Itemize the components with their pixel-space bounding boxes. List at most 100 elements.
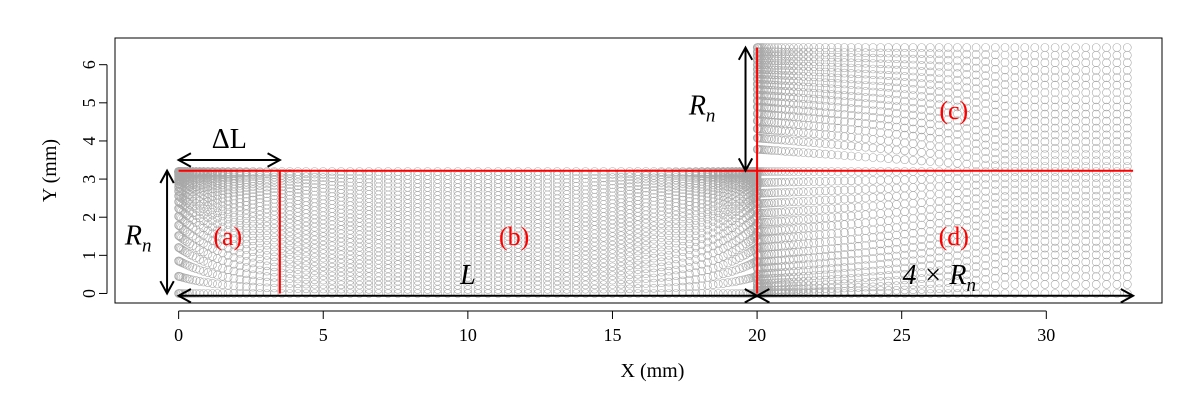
mesh-point bbox=[175, 256, 184, 266]
mesh-point bbox=[175, 232, 185, 242]
mesh-point bbox=[990, 155, 1000, 164]
mesh-point bbox=[1020, 95, 1030, 105]
mesh-point bbox=[1061, 179, 1070, 188]
mesh-point bbox=[318, 184, 328, 193]
mesh-point bbox=[1112, 156, 1122, 165]
mesh-point bbox=[571, 174, 581, 183]
mesh-point bbox=[990, 64, 1000, 74]
mesh-point bbox=[571, 185, 581, 195]
mesh-point bbox=[310, 244, 319, 253]
mesh-point bbox=[713, 190, 723, 200]
mesh-point bbox=[571, 259, 581, 269]
mesh-point bbox=[242, 269, 251, 279]
mesh-point bbox=[590, 289, 599, 298]
mesh-point bbox=[861, 193, 870, 203]
mesh-point bbox=[218, 228, 227, 238]
mesh-point bbox=[383, 243, 393, 253]
mesh-point bbox=[242, 289, 251, 298]
mesh-point bbox=[262, 261, 272, 271]
mesh-point bbox=[943, 181, 953, 191]
mesh-point bbox=[1050, 88, 1060, 97]
mesh-point bbox=[345, 276, 355, 285]
mesh-point bbox=[336, 185, 346, 194]
mesh-point bbox=[293, 192, 303, 201]
mesh-point bbox=[943, 49, 953, 59]
mesh-point bbox=[735, 189, 744, 199]
mesh-point bbox=[671, 224, 681, 233]
mesh-point bbox=[599, 271, 608, 281]
mesh-point bbox=[868, 266, 878, 276]
mesh-point bbox=[917, 43, 926, 52]
mesh-point bbox=[293, 269, 303, 279]
mesh-point bbox=[678, 252, 688, 262]
mesh-point bbox=[180, 259, 190, 269]
mesh-point bbox=[713, 187, 723, 196]
mesh-point bbox=[393, 280, 403, 290]
mesh-point bbox=[1050, 191, 1060, 201]
dimension-L-label: L bbox=[459, 260, 476, 291]
mesh-point bbox=[552, 255, 562, 265]
mesh-point bbox=[671, 210, 681, 220]
mesh-point bbox=[1030, 185, 1040, 195]
mesh-point bbox=[649, 230, 659, 239]
mesh-point bbox=[345, 255, 355, 264]
mesh-point bbox=[285, 198, 295, 208]
mesh-point bbox=[293, 279, 303, 289]
mesh-point bbox=[1112, 210, 1122, 220]
mesh-point bbox=[671, 289, 681, 298]
mesh-point bbox=[1112, 198, 1122, 207]
mesh-point bbox=[884, 184, 893, 193]
mesh-point bbox=[657, 184, 666, 193]
mesh-point bbox=[1050, 257, 1060, 267]
mesh-point bbox=[900, 199, 910, 209]
mesh-point bbox=[641, 254, 651, 264]
mesh-point bbox=[861, 210, 870, 219]
mesh-point bbox=[301, 270, 311, 280]
mesh-point bbox=[229, 240, 239, 249]
mesh-point bbox=[552, 243, 562, 253]
mesh-point bbox=[374, 268, 383, 277]
mesh-point bbox=[195, 265, 204, 275]
mesh-point bbox=[336, 267, 346, 277]
mesh-point bbox=[301, 226, 311, 235]
mesh-point bbox=[374, 284, 383, 294]
dimension-R-n-top-label: Rn bbox=[688, 91, 716, 127]
mesh-point bbox=[364, 251, 374, 261]
mesh-point bbox=[892, 83, 901, 93]
mesh-point bbox=[318, 275, 328, 285]
mesh-point bbox=[641, 250, 651, 259]
mesh-point bbox=[608, 223, 617, 233]
mesh-point bbox=[691, 289, 701, 298]
mesh-point bbox=[336, 271, 346, 281]
mesh-point bbox=[182, 260, 192, 270]
mesh-point bbox=[1071, 73, 1080, 82]
mesh-point bbox=[1123, 95, 1132, 105]
mesh-point bbox=[1020, 198, 1030, 207]
mesh-point bbox=[917, 148, 926, 157]
mesh-point bbox=[892, 43, 901, 52]
mesh-point bbox=[336, 173, 346, 183]
mesh-point bbox=[255, 228, 265, 238]
mesh-point bbox=[355, 255, 364, 265]
mesh-point bbox=[671, 277, 681, 286]
mesh-point bbox=[1071, 185, 1080, 195]
mesh-point bbox=[248, 231, 258, 241]
mesh-point bbox=[664, 200, 674, 210]
mesh-point bbox=[861, 142, 870, 152]
mesh-point bbox=[827, 195, 836, 205]
mesh-point bbox=[868, 209, 878, 219]
mesh-point bbox=[934, 157, 944, 167]
mesh-point bbox=[355, 247, 364, 256]
mesh-point bbox=[310, 190, 319, 200]
mesh-point bbox=[1061, 88, 1070, 97]
mesh-point bbox=[229, 195, 239, 204]
mesh-point bbox=[255, 238, 265, 248]
mesh-point bbox=[336, 276, 346, 285]
mesh-point bbox=[203, 193, 213, 202]
mesh-point bbox=[1061, 73, 1070, 82]
mesh-point bbox=[336, 242, 346, 251]
mesh-point bbox=[794, 52, 803, 61]
mesh-point bbox=[713, 181, 723, 190]
mesh-point bbox=[318, 232, 328, 241]
mesh-point bbox=[229, 212, 239, 222]
